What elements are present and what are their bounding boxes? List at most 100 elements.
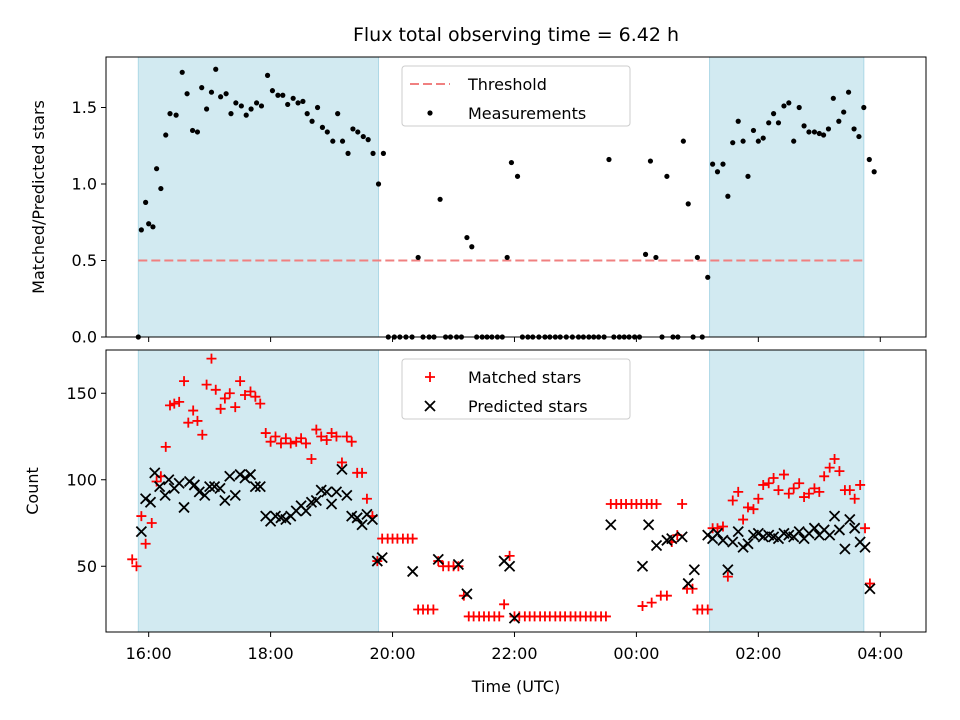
measurement-point bbox=[714, 169, 721, 175]
measurement-point bbox=[300, 98, 306, 104]
matched-star-point bbox=[433, 556, 444, 567]
matched-star-point bbox=[230, 402, 241, 413]
predicted-star-point bbox=[336, 463, 348, 476]
measurement-point bbox=[725, 193, 731, 199]
matched-star-point bbox=[778, 469, 789, 480]
observing-window-shade bbox=[137, 56, 380, 338]
legend-label: Matched stars bbox=[468, 368, 581, 387]
measurement-point bbox=[806, 129, 812, 135]
measurement-point bbox=[154, 166, 160, 172]
matched-star-point bbox=[255, 398, 266, 409]
predicted-star-point bbox=[144, 496, 157, 508]
matched-star-point bbox=[829, 453, 840, 464]
measurement-point bbox=[508, 159, 515, 166]
predicted-star-point bbox=[844, 513, 856, 526]
measurement-point bbox=[861, 104, 867, 111]
matched-star-point bbox=[458, 590, 469, 601]
matched-star-point bbox=[651, 498, 662, 509]
predicted-star-point bbox=[752, 527, 764, 540]
predicted-star-point bbox=[676, 531, 688, 543]
chart-title: Flux total observing time = 6.42 h bbox=[353, 24, 679, 46]
matched-star-point bbox=[428, 604, 439, 615]
predicted-star-point bbox=[244, 468, 257, 481]
matched-star-point bbox=[245, 386, 256, 397]
predicted-star-point bbox=[159, 489, 171, 501]
matched-star-point bbox=[131, 561, 142, 572]
measurement-point bbox=[146, 221, 152, 227]
matched-star-point bbox=[306, 453, 317, 464]
measurement-point bbox=[816, 130, 822, 137]
measurement-point bbox=[871, 169, 877, 175]
measurement-point bbox=[801, 123, 807, 129]
matched-star-point bbox=[860, 523, 871, 534]
predicted-star-point bbox=[139, 493, 152, 505]
matched-star-point bbox=[235, 376, 246, 387]
observing-window-shade bbox=[709, 56, 865, 338]
predicted-star-point bbox=[461, 588, 473, 600]
predicted-star-point bbox=[732, 526, 744, 538]
measurement-point bbox=[138, 227, 144, 233]
matched-star-point bbox=[738, 514, 749, 525]
predicted-star-point bbox=[234, 468, 246, 481]
measurement-point bbox=[285, 101, 291, 108]
matched-star-point bbox=[197, 429, 208, 440]
predicted-star-point bbox=[214, 482, 226, 495]
measurement-point bbox=[755, 138, 761, 144]
predicted-star-point bbox=[682, 577, 694, 590]
predicted-star-point bbox=[310, 494, 322, 507]
measurement-point bbox=[319, 124, 326, 130]
matched-star-point bbox=[844, 485, 855, 496]
measurement-point bbox=[781, 103, 787, 109]
measurement-point bbox=[504, 254, 510, 261]
matched-star-point bbox=[265, 436, 276, 447]
predicted-star-point bbox=[321, 486, 333, 498]
matched-star-point bbox=[717, 521, 728, 532]
predicted-star-point bbox=[351, 512, 363, 524]
predicted-star-point bbox=[839, 543, 851, 555]
predicted-star-point bbox=[376, 551, 388, 564]
measurement-point bbox=[339, 138, 346, 144]
predicted-star-point bbox=[149, 467, 161, 479]
matched-star-point bbox=[127, 554, 138, 565]
matched-star-point bbox=[219, 393, 230, 404]
matched-star-point bbox=[504, 550, 515, 561]
matched-star-point bbox=[206, 353, 217, 364]
matched-star-point bbox=[803, 488, 814, 499]
predicted-star-point bbox=[239, 472, 251, 484]
measurement-point bbox=[345, 150, 351, 156]
flux-ratio-panel: Matched/Predicted stars 0.0 0.5 1.0 1.5 Thre… bbox=[29, 56, 927, 347]
legend-label: Measurements bbox=[468, 104, 586, 123]
measurement-point bbox=[437, 196, 443, 202]
measurement-point bbox=[745, 173, 751, 179]
measurement-point bbox=[275, 92, 281, 98]
measurement-point bbox=[836, 118, 842, 124]
measurement-point bbox=[730, 140, 736, 146]
matched-star-point bbox=[600, 611, 611, 622]
matched-star-point bbox=[146, 518, 157, 529]
predicted-star-point bbox=[849, 522, 861, 534]
matched-star-point bbox=[300, 438, 311, 449]
matched-star-point bbox=[179, 376, 190, 387]
y-tick-label: 1.0 bbox=[72, 174, 97, 193]
measurement-point bbox=[173, 112, 179, 118]
matched-star-point bbox=[296, 433, 307, 444]
measurement-point bbox=[845, 89, 852, 95]
matched-star-point bbox=[270, 431, 281, 442]
measurement-point bbox=[647, 158, 654, 164]
x-axis-label: Time (UTC) bbox=[471, 677, 560, 696]
predicted-star-point bbox=[722, 564, 734, 576]
y-tick-label: 0.5 bbox=[72, 251, 97, 270]
measurement-point bbox=[228, 111, 234, 117]
measurement-point bbox=[664, 173, 670, 179]
matched-star-point bbox=[407, 533, 418, 544]
matched-star-point bbox=[494, 611, 505, 622]
predicted-star-point bbox=[204, 481, 216, 493]
measurement-point bbox=[335, 111, 341, 117]
matched-star-point bbox=[165, 400, 176, 411]
matched-star-point bbox=[702, 604, 713, 615]
matched-star-point bbox=[311, 424, 322, 435]
y-tick-label: 1.5 bbox=[72, 98, 97, 117]
measurement-point bbox=[740, 138, 746, 144]
matched-star-point bbox=[183, 417, 194, 428]
